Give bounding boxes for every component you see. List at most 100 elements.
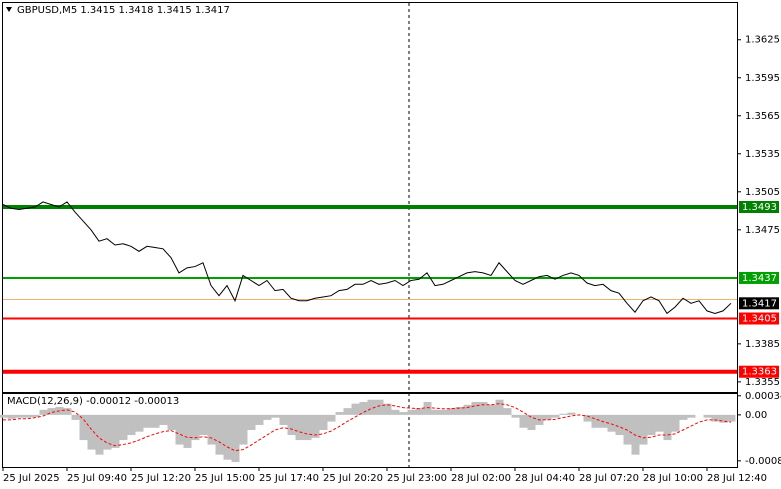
macd-bar — [367, 399, 376, 415]
macd-bar — [327, 414, 336, 422]
macd-bar — [247, 414, 256, 430]
macd-bar — [591, 414, 600, 428]
macd-bar — [271, 414, 280, 418]
macd-bar — [191, 414, 200, 441]
macd-bar — [623, 414, 632, 445]
macd-bar — [319, 414, 328, 430]
last-price-box — [739, 297, 779, 310]
macd-bar — [303, 414, 312, 441]
macd-bar — [655, 414, 664, 432]
x-tick-label: 25 Jul 23:00 — [387, 473, 447, 484]
macd-bar — [471, 401, 480, 415]
macd-bar — [479, 401, 488, 415]
macd-bar — [175, 414, 184, 445]
macd-bar — [127, 414, 136, 436]
macd-title: MACD(12,26,9) -0.00012 -0.00013 — [7, 396, 179, 407]
macd-bar — [311, 414, 320, 438]
macd-bar — [679, 414, 688, 420]
macd-bar — [543, 414, 552, 420]
y-tick-label: 1.3385 — [745, 339, 780, 350]
macd-bar — [223, 414, 232, 460]
macd-bar — [615, 414, 624, 436]
x-tick-label: 28 Jul 10:00 — [643, 473, 703, 484]
price-panel-frame — [2, 2, 738, 393]
macd-bar — [647, 414, 656, 436]
macd-bar — [47, 408, 56, 415]
macd-bar — [79, 414, 88, 441]
y-tick-label: 1.3595 — [745, 73, 780, 84]
macd-bar — [111, 414, 120, 448]
macd-bar — [703, 414, 712, 418]
macd-bar — [7, 414, 16, 419]
macd-bar — [559, 413, 568, 415]
macd-bar — [503, 408, 512, 415]
y-tick-label: 1.3625 — [745, 35, 780, 46]
macd-bar — [87, 414, 96, 450]
macd-bar — [159, 414, 168, 425]
macd-bar — [183, 414, 192, 448]
macd-bar — [255, 414, 264, 425]
macd-bar — [263, 414, 272, 420]
level-label-box — [739, 201, 779, 214]
y-tick-label: 1.3535 — [745, 149, 780, 160]
macd-bar — [95, 414, 104, 455]
x-tick-label: 28 Jul 12:40 — [707, 473, 767, 484]
level-label: 1.3363 — [742, 367, 777, 378]
macd-bar — [239, 414, 248, 445]
macd-bar — [359, 401, 368, 415]
macd-bar — [31, 414, 40, 418]
macd-bar — [407, 409, 416, 415]
macd-bar — [63, 408, 72, 415]
macd-bar — [215, 414, 224, 455]
level-label: 1.3405 — [742, 314, 777, 325]
x-tick-label: 25 Jul 15:00 — [195, 473, 255, 484]
price-line — [2, 201, 732, 315]
macd-bar — [527, 414, 536, 430]
symbol-menu-icon[interactable] — [6, 7, 12, 12]
macd-bar — [511, 414, 520, 418]
macd-bar — [71, 414, 80, 420]
macd-bar — [663, 414, 672, 441]
x-tick-label: 25 Jul 17:40 — [259, 473, 319, 484]
x-tick-label: 28 Jul 07:20 — [579, 473, 639, 484]
macd-bar — [495, 399, 504, 415]
x-tick-label: 28 Jul 04:40 — [515, 473, 575, 484]
macd-bar — [39, 409, 48, 415]
macd-panel-frame — [2, 393, 738, 468]
x-tick-label: 25 Jul 2025 — [3, 473, 60, 484]
macd-bar — [119, 414, 128, 441]
macd-bar — [199, 414, 208, 436]
x-tick-label: 25 Jul 12:20 — [131, 473, 191, 484]
macd-bar — [279, 414, 288, 425]
macd-bar — [231, 414, 240, 462]
macd-bar — [711, 414, 720, 422]
macd-bar — [551, 414, 560, 418]
macd-bar — [103, 414, 112, 450]
macd-bar — [375, 399, 384, 415]
x-tick-label: 25 Jul 20:20 — [323, 473, 383, 484]
macd-bar — [287, 414, 296, 436]
macd-bar — [487, 404, 496, 415]
macd-bar — [727, 414, 736, 422]
y-tick-label: 0.00 — [745, 410, 767, 421]
macd-bar — [519, 414, 528, 428]
macd-bar — [135, 414, 144, 432]
x-tick-label: 28 Jul 02:00 — [451, 473, 511, 484]
level-label-box — [739, 365, 779, 378]
level-label-box — [739, 312, 779, 325]
macd-bar — [639, 414, 648, 445]
level-label-box — [739, 271, 779, 284]
macd-bar — [151, 414, 160, 428]
macd-bar — [0, 414, 8, 418]
macd-bar — [607, 414, 616, 432]
macd-bar — [399, 412, 408, 415]
macd-bar — [719, 414, 728, 423]
y-tick-label: 1.3505 — [745, 187, 780, 198]
macd-bar — [391, 409, 400, 415]
macd-bar — [415, 408, 424, 415]
macd-bar — [455, 407, 464, 415]
macd-bar — [343, 408, 352, 415]
chart-title: GBPUSD,M5 1.3415 1.3418 1.3415 1.3417 — [17, 5, 230, 16]
x-tick-label: 25 Jul 09:40 — [67, 473, 127, 484]
macd-bar — [295, 414, 304, 441]
